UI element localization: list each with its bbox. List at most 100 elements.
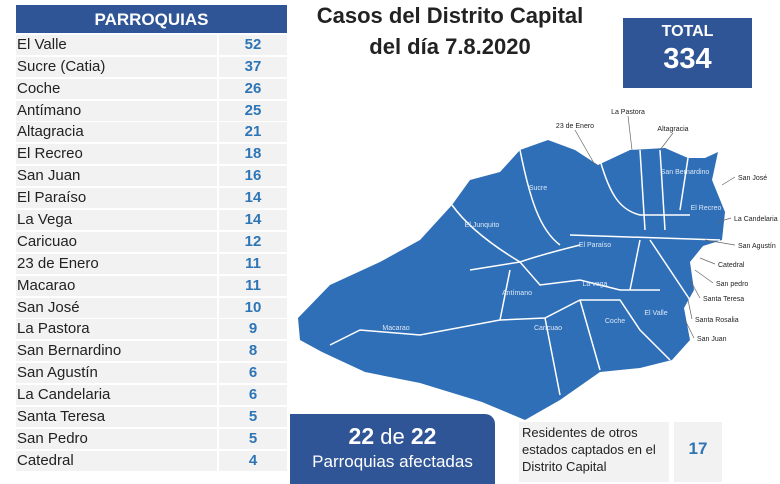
parish-name: Antímano (16, 100, 217, 121)
parish-name: El Paraíso (16, 188, 217, 209)
leader-line (659, 132, 674, 151)
parish-name: San Juan (16, 166, 217, 187)
parish-count: 10 (219, 297, 287, 318)
parish-name: El Valle (16, 34, 217, 55)
parish-name: 23 de Enero (16, 253, 217, 274)
leader-line (574, 129, 596, 166)
parish-count: 9 (219, 319, 287, 340)
total-label: TOTAL (661, 23, 714, 40)
leader-line (689, 279, 701, 299)
parish-count: 18 (219, 144, 287, 165)
map-label: La Pastora (611, 109, 645, 116)
map-label: Santa Teresa (703, 296, 744, 303)
table-row: Catedral 4 (16, 450, 287, 471)
table-row: Caricuao 12 (16, 231, 287, 252)
table-row: Sucre (Catia) 37 (16, 56, 287, 77)
residents-label: Residentes de otros estados captados en … (519, 422, 669, 482)
parish-name: Coche (16, 78, 217, 99)
affected-label: Parroquias afectadas (312, 452, 473, 471)
map-label: San Bernardino (661, 169, 710, 176)
affected-parishes-box: 22 de 22 Parroquias afectadas (290, 414, 495, 484)
table-row: El Valle 52 (16, 34, 287, 55)
parish-count: 11 (219, 275, 287, 296)
parish-name: Altagracia (16, 122, 217, 143)
leader-line (717, 217, 732, 223)
parroquias-table: PARROQUIAS El Valle 52 Sucre (Catia) 37 Coch… (16, 5, 287, 471)
page-title: Casos del Distrito Capital del día 7.8.2… (300, 0, 600, 62)
parish-name: Caricuao (16, 231, 217, 252)
parish-name: Sucre (Catia) (16, 56, 217, 77)
parish-count: 26 (219, 78, 287, 99)
parish-count: 5 (219, 428, 287, 449)
map-label: 23 de Enero (556, 123, 594, 130)
map-label: El Paraíso (579, 242, 611, 249)
table-row: Antímano 25 (16, 100, 287, 121)
parish-borders (329, 149, 721, 396)
map-label: El Valle (644, 310, 667, 317)
leader-line (699, 257, 716, 265)
map-label: Antímano (502, 290, 532, 297)
parish-count: 21 (219, 122, 287, 143)
parish-count: 16 (219, 166, 287, 187)
map-label: San Agustín (738, 243, 776, 250)
parish-count: 25 (219, 100, 287, 121)
total-box: TOTAL 334 (623, 18, 752, 88)
map-label: Sucre (529, 185, 547, 192)
parish-name: Catedral (16, 450, 217, 471)
parish-count: 14 (219, 188, 287, 209)
leader-line (684, 319, 695, 339)
table-row: San José 10 (16, 297, 287, 318)
parish-name: La Candelaria (16, 385, 217, 406)
map-label: El Recreo (691, 205, 722, 212)
map-label: La vega (583, 281, 608, 288)
map-label: El Junquito (465, 222, 500, 229)
parish-name: San Pedro (16, 428, 217, 449)
parish-count: 5 (219, 407, 287, 428)
parish-count: 6 (219, 385, 287, 406)
map-label: La Candelaria (734, 216, 778, 223)
leader-line (721, 176, 736, 186)
parish-count: 6 (219, 363, 287, 384)
table-row: El Recreo 18 (16, 144, 287, 165)
map-label: Santa Rosalia (695, 317, 739, 324)
parish-count: 14 (219, 210, 287, 231)
table-row: Altagracia 21 (16, 122, 287, 143)
map-label: Macarao (382, 325, 409, 332)
table-row: San Pedro 5 (16, 428, 287, 449)
parish-count: 52 (219, 34, 287, 55)
table-row: 23 de Enero 11 (16, 253, 287, 274)
parish-name: Macarao (16, 275, 217, 296)
parish-name: San José (16, 297, 217, 318)
map-label: Catedral (718, 262, 745, 269)
table-row: San Juan 16 (16, 166, 287, 187)
title-line1: Casos del Distrito Capital (316, 3, 584, 28)
table-header: PARROQUIAS (16, 5, 287, 33)
title-line2: del día 7.8.2020 (369, 34, 531, 59)
parish-name: San Agustín (16, 363, 217, 384)
leader-line (694, 269, 714, 284)
table-row: La Candelaria 6 (16, 385, 287, 406)
parish-name: San Bernardino (16, 341, 217, 362)
table-row: Santa Teresa 5 (16, 407, 287, 428)
parish-name: Santa Teresa (16, 407, 217, 428)
map-shape (298, 140, 725, 420)
leader-line (704, 239, 736, 246)
total-value: 334 (663, 43, 712, 75)
table-row: San Bernardino 8 (16, 341, 287, 362)
caracas-map: Sucre El Junquito El Paraíso Antímano La veg… (298, 109, 778, 420)
residents-value: 17 (674, 422, 722, 482)
map-label: Coche (605, 318, 625, 325)
leader-line (687, 299, 693, 320)
map-label: San pedro (716, 281, 748, 288)
table-row: La Vega 14 (16, 210, 287, 231)
parish-count: 8 (219, 341, 287, 362)
parish-name: La Pastora (16, 319, 217, 340)
table-row: El Paraíso 14 (16, 188, 287, 209)
table-row: Macarao 11 (16, 275, 287, 296)
parish-name: El Recreo (16, 144, 217, 165)
parish-count: 11 (219, 253, 287, 274)
affected-total: 22 (410, 423, 437, 449)
table-row: Coche 26 (16, 78, 287, 99)
map-label: San José (738, 175, 767, 182)
parish-name: La Vega (16, 210, 217, 231)
